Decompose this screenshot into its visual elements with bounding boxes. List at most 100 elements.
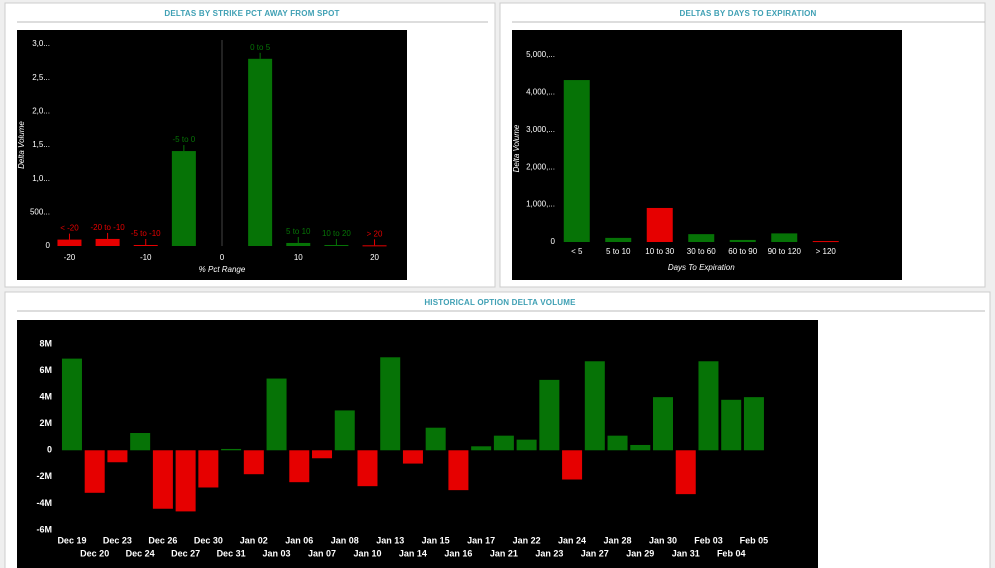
bar <box>286 242 311 246</box>
x-tick-label: Dec 20 <box>80 548 109 558</box>
x-tick-label: Jan 13 <box>376 535 404 545</box>
y-tick-label: 4M <box>39 392 52 402</box>
data-label: -5 to 0 <box>173 135 196 144</box>
bar <box>688 234 715 242</box>
x-axis-title: Days To Expiration <box>668 263 735 272</box>
bar <box>130 433 151 451</box>
bar <box>425 427 446 451</box>
bar <box>380 357 401 451</box>
y-tick-label: -4M <box>37 498 53 508</box>
y-tick-label: 4,000,... <box>526 88 555 97</box>
y-tick-label: 2,0... <box>32 106 50 115</box>
bar <box>266 378 287 451</box>
x-tick-label: Dec 24 <box>126 548 155 558</box>
x-tick-label: Jan 15 <box>422 535 450 545</box>
data-label: < -20 <box>60 224 79 233</box>
bar <box>493 435 514 451</box>
y-tick-label: 2,000,... <box>526 162 555 171</box>
y-tick-label: 1,000,... <box>526 200 555 209</box>
x-tick-label: -10 <box>140 253 152 262</box>
bar <box>312 450 333 459</box>
bar <box>334 410 355 451</box>
bar <box>248 58 273 247</box>
y-tick-label: 3,0... <box>32 39 50 48</box>
x-tick-label: Jan 31 <box>672 548 700 558</box>
bar <box>630 444 651 451</box>
x-tick-label: Dec 27 <box>171 548 200 558</box>
x-tick-label: 30 to 60 <box>687 247 716 256</box>
bar <box>95 238 120 246</box>
bar <box>675 450 696 495</box>
bar <box>243 450 264 475</box>
x-tick-label: Jan 06 <box>285 535 313 545</box>
x-tick-label: Jan 24 <box>558 535 586 545</box>
y-tick-label: 1,5... <box>32 140 50 149</box>
bar <box>152 450 173 509</box>
panel-title: DELTAS BY STRIKE PCT AWAY FROM SPOT <box>164 9 339 18</box>
bar <box>362 245 387 247</box>
panel-title: HISTORICAL OPTION DELTA VOLUME <box>424 298 576 307</box>
bar <box>171 151 196 246</box>
data-label: > 20 <box>367 229 383 238</box>
plot-area <box>17 30 407 280</box>
x-tick-label: > 120 <box>816 247 837 256</box>
bar <box>107 450 128 463</box>
x-tick-label: Dec 31 <box>217 548 246 558</box>
bar <box>471 446 492 451</box>
bar <box>771 233 798 242</box>
bar <box>198 450 219 488</box>
bar <box>729 239 756 242</box>
x-tick-label: Jan 14 <box>399 548 427 558</box>
bar <box>646 207 673 242</box>
x-tick-label: Jan 03 <box>263 548 291 558</box>
x-axis-title: % Pct Range <box>199 265 246 274</box>
bar <box>84 450 105 493</box>
bar <box>133 244 158 246</box>
bar <box>61 358 82 451</box>
x-tick-label: 20 <box>370 253 379 262</box>
x-tick-label: Jan 17 <box>467 535 495 545</box>
y-tick-label: 3,000,... <box>526 125 555 134</box>
x-tick-label: 10 to 30 <box>645 247 674 256</box>
bar <box>357 450 378 487</box>
y-tick-label: -6M <box>37 524 53 534</box>
x-tick-label: Dec 26 <box>148 535 177 545</box>
y-axis-title: Delta Volume <box>17 121 26 169</box>
y-tick-label: 0 <box>46 241 51 250</box>
x-tick-label: Jan 10 <box>353 548 381 558</box>
y-tick-label: 500... <box>30 207 50 216</box>
y-tick-label: 8M <box>39 338 52 348</box>
bar <box>812 241 839 243</box>
data-label: -5 to -10 <box>131 229 161 238</box>
x-tick-label: Jan 16 <box>444 548 472 558</box>
x-tick-label: Feb 04 <box>717 548 746 558</box>
x-tick-label: 5 to 10 <box>606 247 631 256</box>
y-tick-label: 5,000,... <box>526 50 555 59</box>
y-tick-label: 0 <box>551 237 556 246</box>
bar <box>175 450 196 512</box>
x-tick-label: -20 <box>64 253 76 262</box>
bar <box>698 361 719 451</box>
y-tick-label: 0 <box>47 445 52 455</box>
x-tick-label: Jan 27 <box>581 548 609 558</box>
x-tick-label: 0 <box>220 253 225 262</box>
bar <box>57 239 82 246</box>
x-tick-label: Jan 08 <box>331 535 359 545</box>
y-tick-label: 1,0... <box>32 174 50 183</box>
data-label: -20 to -10 <box>90 223 125 232</box>
y-tick-label: -2M <box>37 471 53 481</box>
x-tick-label: Feb 03 <box>694 535 723 545</box>
bar <box>448 450 469 491</box>
data-label: 5 to 10 <box>286 227 311 236</box>
y-tick-label: 2,5... <box>32 73 50 82</box>
x-tick-label: Jan 21 <box>490 548 518 558</box>
bar <box>402 450 423 464</box>
bar <box>563 80 590 242</box>
panel-title: DELTAS BY DAYS TO EXPIRATION <box>679 9 816 18</box>
x-tick-label: Jan 02 <box>240 535 268 545</box>
bar <box>562 450 583 480</box>
bar <box>584 361 605 451</box>
x-tick-label: Jan 29 <box>626 548 654 558</box>
bar <box>324 244 349 246</box>
